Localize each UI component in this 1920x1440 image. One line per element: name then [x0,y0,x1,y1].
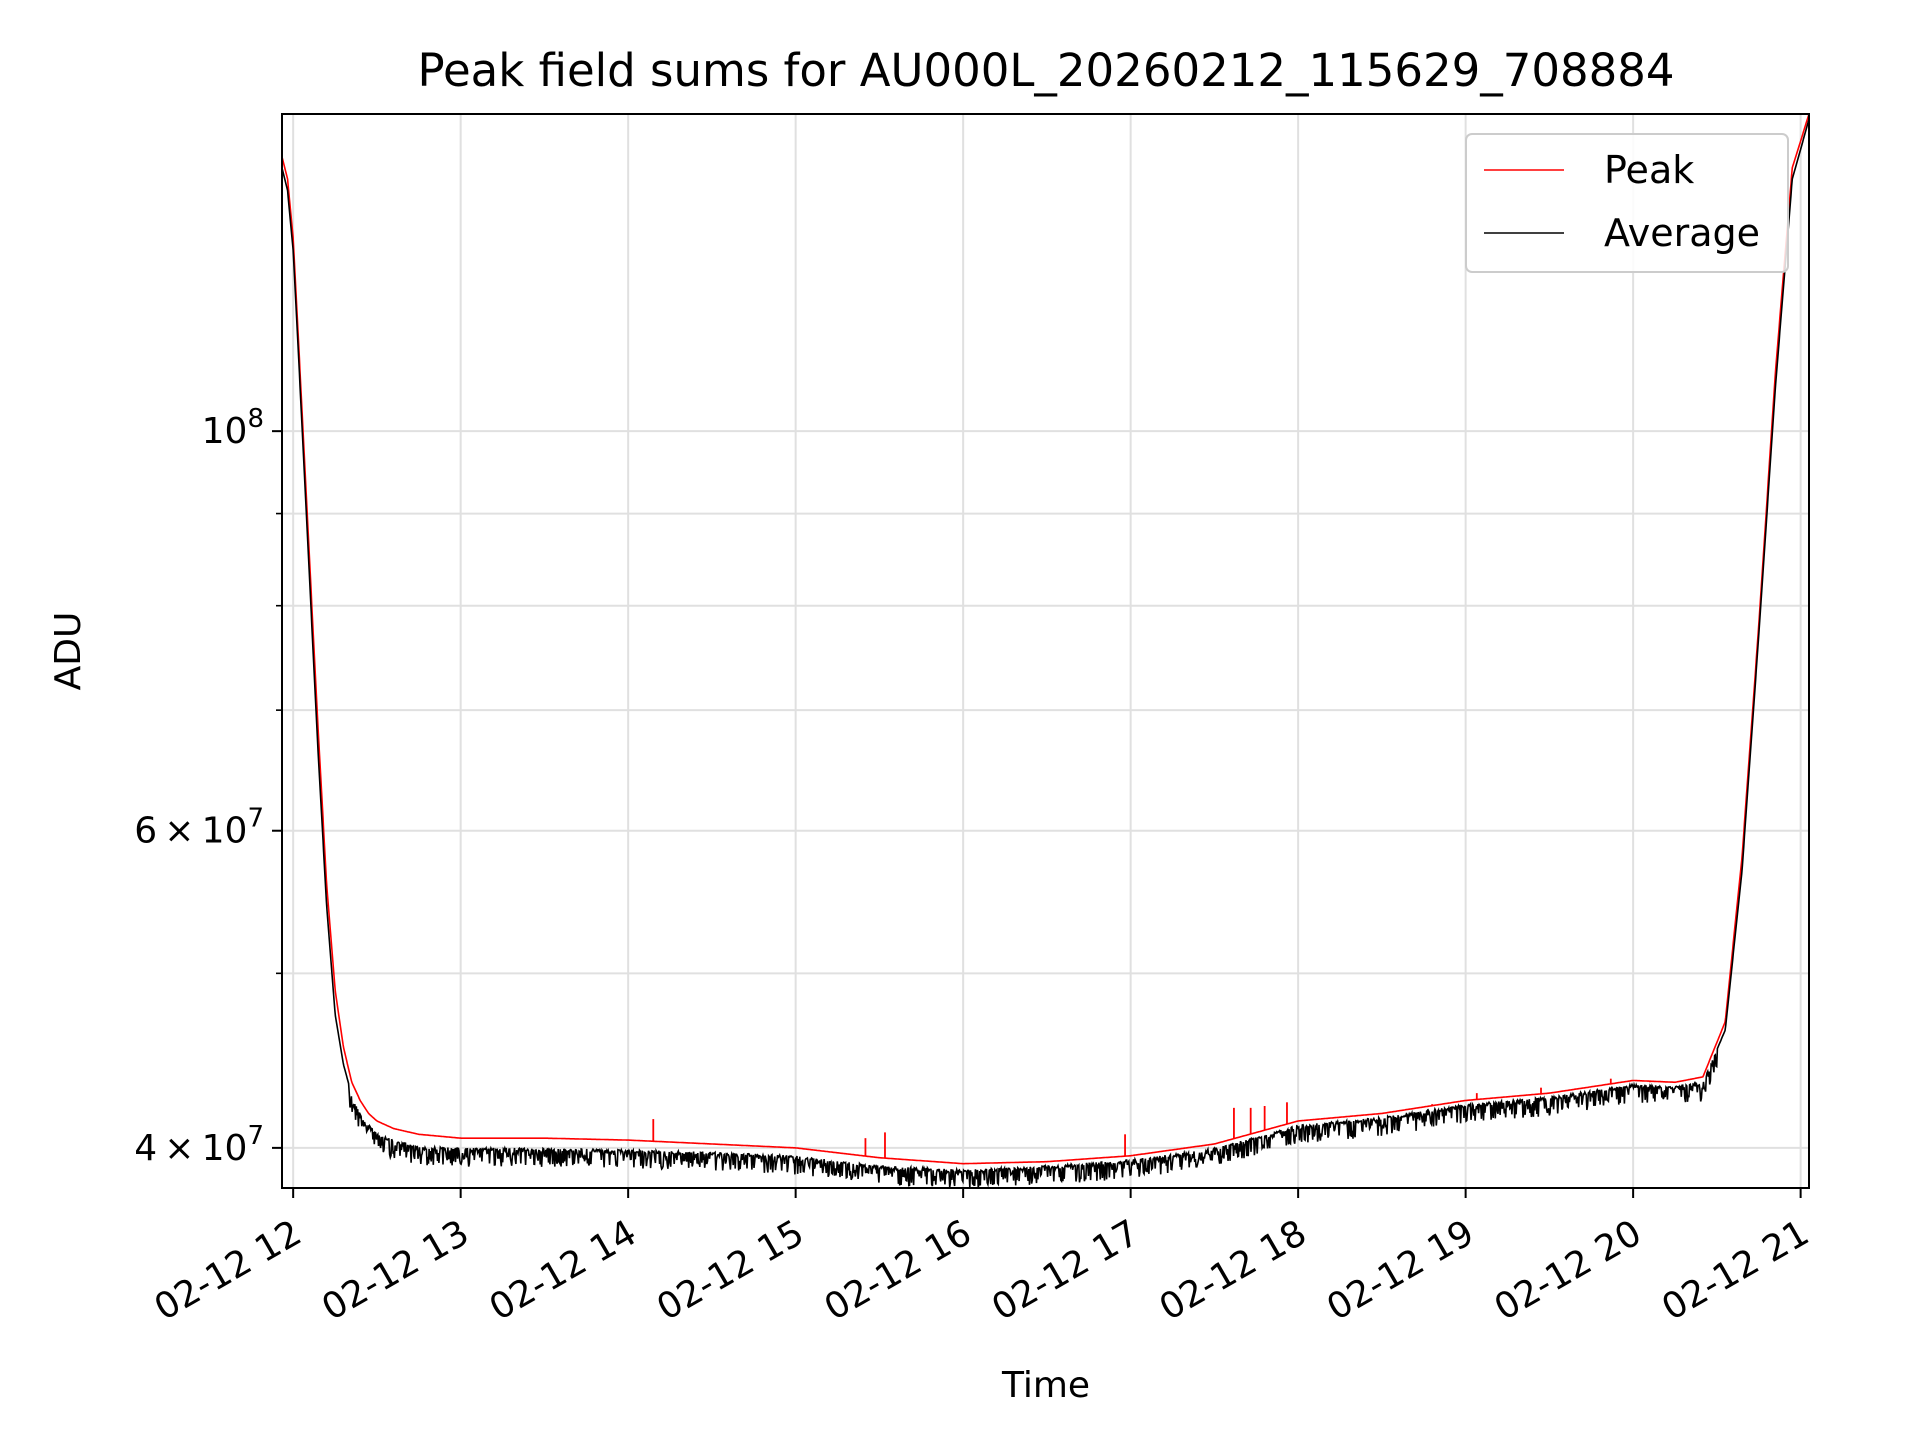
legend-box [1465,133,1789,273]
y-tick-label: 4 × 107 [134,1121,264,1169]
legend: Peak Average [1465,133,1789,273]
series-line-peak [282,114,1809,1165]
series-line-average [282,118,1809,1188]
y-axis-label: ADU [48,612,89,691]
legend-average-label: Average [1604,211,1760,255]
series-layer [282,114,1809,1188]
chart-title: Peak field sums for AU000L_20260212_1156… [417,44,1674,97]
grid-lines [282,114,1809,1188]
legend-peak-label: Peak [1604,148,1694,192]
y-tick-label: 6 × 107 [134,804,264,852]
y-tick-label: 108 [202,404,264,452]
x-axis-label: Time [1001,1365,1090,1406]
y-axis-ticks: 4 × 107 6 × 107 108 [134,404,282,1169]
plot-frame [281,113,1810,1189]
